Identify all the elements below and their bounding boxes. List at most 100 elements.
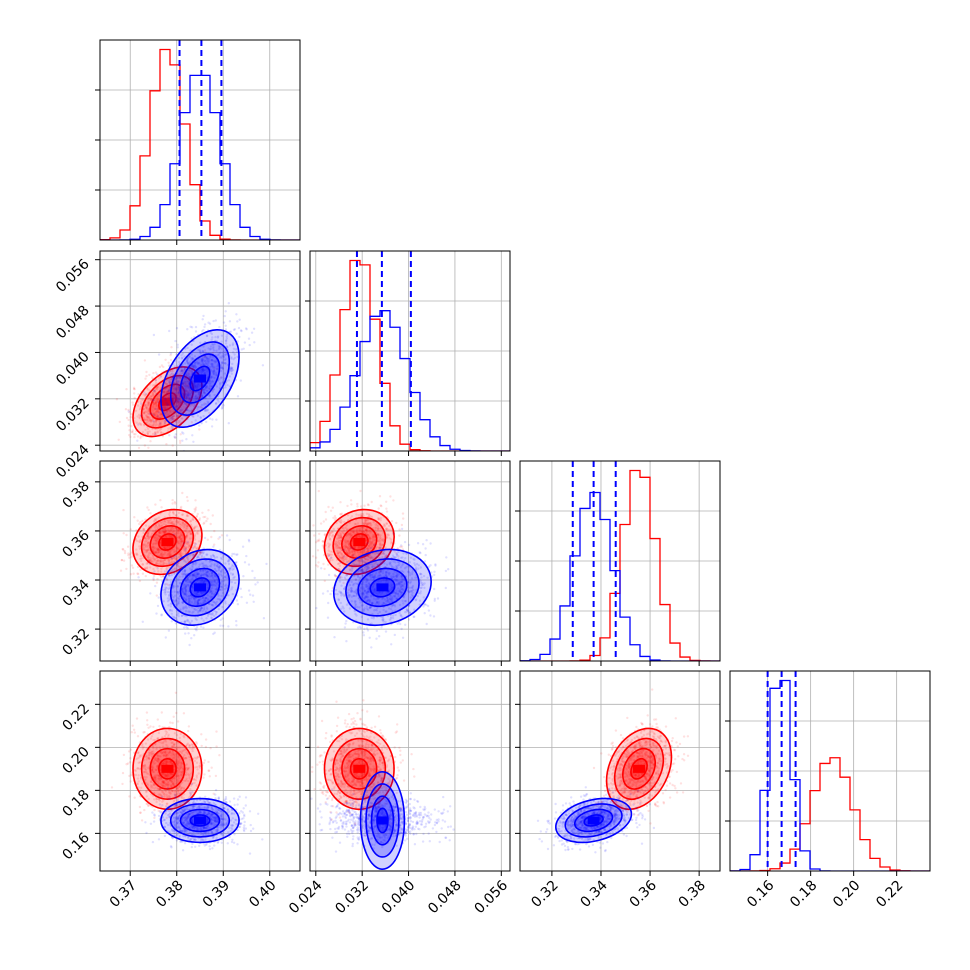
scatter-point (362, 568, 365, 572)
scatter-point (202, 356, 205, 359)
scatter-point (177, 390, 181, 394)
scatter-point (211, 571, 214, 574)
scatter-point (212, 545, 215, 548)
scatter-point (154, 542, 157, 546)
scatter-point (202, 570, 205, 573)
scatter-point (377, 533, 380, 536)
y-tick-label: 0.38 (59, 478, 92, 511)
scatter-point (358, 563, 361, 567)
scatter-point (405, 608, 408, 611)
scatter-point (185, 495, 189, 499)
scatter-point (219, 570, 223, 573)
scatter-point (183, 544, 186, 547)
scatter-point (178, 396, 181, 400)
scatter-point (201, 361, 204, 365)
scatter-point (155, 381, 158, 385)
scatter-point (147, 415, 150, 419)
scatter-point (206, 582, 209, 585)
scatter-point (196, 395, 200, 398)
y-tick-label: 0.032 (53, 395, 93, 435)
scatter-point (194, 499, 197, 502)
scatter-point (366, 558, 369, 561)
scatter-point (203, 608, 206, 611)
scatter-point (181, 570, 184, 573)
scatter-point (196, 407, 199, 411)
scatter-point (172, 414, 176, 418)
scatter-point (217, 400, 220, 403)
scatter-point (198, 424, 201, 427)
scatter-point (157, 550, 161, 553)
scatter-point (251, 569, 254, 573)
scatter-point (194, 542, 197, 546)
scatter-point (184, 402, 187, 405)
scatter-point (205, 617, 208, 620)
scatter-point (203, 579, 207, 582)
scatter-point (382, 569, 385, 572)
scatter-point (221, 406, 224, 409)
scatter-point (174, 420, 178, 424)
scatter-point (186, 499, 189, 502)
scatter-point (153, 414, 157, 417)
scatter-point (306, 558, 308, 560)
scatter-point (158, 535, 161, 538)
scatter-point (175, 613, 179, 617)
scatter-point (224, 353, 227, 356)
scatter-point (205, 519, 208, 523)
scatter-point (208, 575, 212, 578)
scatter-point (169, 554, 172, 557)
scatter-point (196, 512, 199, 516)
scatter-point (166, 600, 170, 603)
y-tick-label: 0.024 (53, 442, 93, 482)
scatter-point (213, 556, 216, 559)
scatter-point (359, 546, 362, 549)
scatter-point (162, 527, 165, 531)
scatter-point (154, 541, 158, 545)
scatter-point (195, 397, 198, 400)
scatter-point (399, 614, 402, 617)
scatter-point (172, 395, 176, 399)
scatter-point (201, 591, 204, 595)
scatter-point (221, 585, 224, 589)
scatter-point (152, 567, 155, 571)
scatter-point (202, 599, 205, 602)
scatter-point (181, 369, 184, 372)
scatter-point (174, 550, 177, 553)
scatter-point (193, 573, 196, 576)
scatter-point (223, 588, 227, 591)
scatter-point (238, 335, 241, 339)
scatter-point (143, 411, 146, 414)
scatter-point (171, 568, 174, 572)
scatter-point (333, 515, 337, 518)
scatter-point (230, 369, 234, 373)
scatter-point (185, 598, 188, 601)
scatter-point (152, 520, 156, 523)
scatter-point (370, 556, 373, 560)
scatter-point (176, 374, 179, 378)
scatter-point (343, 539, 347, 542)
scatter-point (206, 614, 210, 617)
scatter-point (160, 551, 163, 554)
scatter-point (358, 530, 362, 533)
scatter-point (179, 538, 182, 541)
scatter-point (154, 584, 157, 588)
scatter-point (372, 564, 375, 567)
scatter-point (173, 585, 176, 588)
scatter-point (206, 358, 209, 361)
scatter-point (380, 504, 383, 508)
scatter-point (204, 600, 207, 603)
scatter-point (189, 392, 193, 395)
scatter-point (192, 553, 196, 556)
scatter-point (177, 380, 180, 383)
scatter-point (202, 369, 206, 372)
scatter-point (208, 387, 211, 390)
scatter-point (164, 387, 168, 391)
scatter-point (151, 529, 155, 532)
scatter-point (321, 592, 325, 595)
scatter-point (336, 546, 340, 550)
scatter-point (224, 324, 227, 327)
scatter-point (184, 547, 187, 551)
scatter-point (173, 617, 176, 620)
scatter-point (186, 577, 190, 581)
scatter-point (168, 551, 172, 554)
scatter-point (167, 387, 170, 390)
